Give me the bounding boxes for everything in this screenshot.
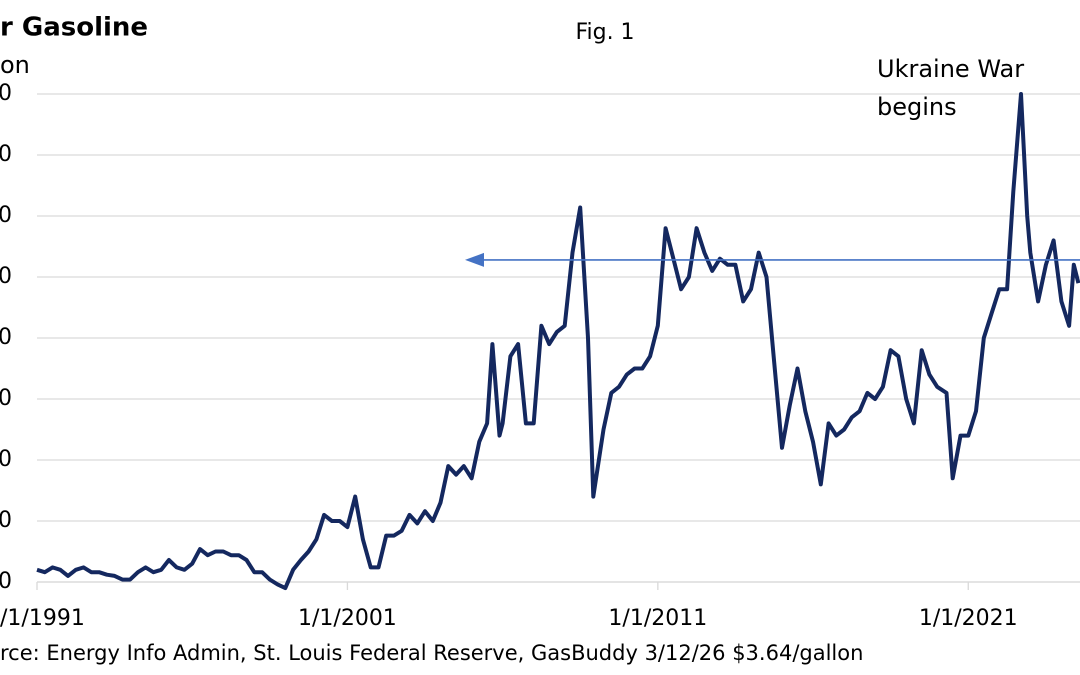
x-tick-label: 1/1/2001 (298, 606, 397, 631)
figure-label: Fig. 1 (575, 20, 634, 45)
y-tick-label: 0 (0, 142, 12, 167)
y-tick-label: 0 (0, 203, 12, 228)
y-tick-label: 0 (0, 264, 12, 289)
x-tick-label: /1/1991 (0, 606, 85, 631)
y-tick-label: 0 (0, 81, 12, 106)
annotation: Ukraine War begins (877, 55, 1024, 121)
chart-subtitle: on (0, 51, 30, 79)
price-line (36, 92, 1080, 591)
y-tick-label: 0 (0, 447, 12, 472)
y-tick-label: 0 (0, 386, 12, 411)
chart-title: r Gasoline (0, 13, 148, 43)
x-tick-label: 1/1/2011 (608, 606, 707, 631)
arrow-head (465, 252, 484, 267)
y-tick-label: 0 (0, 508, 12, 533)
source-note: rce: Energy Info Admin, St. Louis Federa… (0, 641, 863, 665)
x-tick-label: 1/1/2021 (919, 606, 1018, 631)
y-tick-label: 0 (0, 325, 12, 350)
y-tick-label: 0 (0, 569, 12, 594)
